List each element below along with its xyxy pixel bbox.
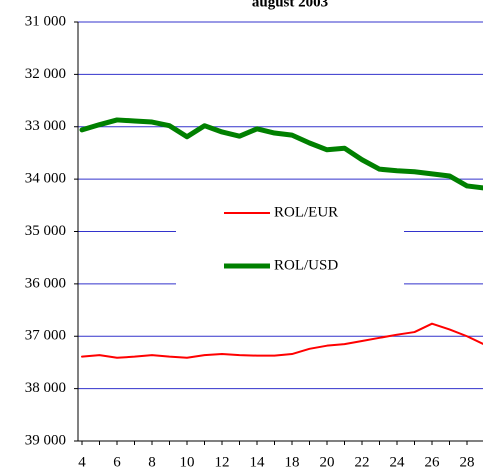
y-tick-label: 32 000: [25, 66, 66, 82]
series-line: [81, 322, 483, 359]
y-tick-label: 38 000: [25, 380, 66, 396]
x-tick-label: 10: [180, 454, 195, 470]
x-tick-label: 6: [113, 454, 121, 470]
x-tick-label: 14: [250, 454, 266, 470]
y-tick-label: 35 000: [25, 223, 66, 239]
x-tick-label: 12: [215, 454, 230, 470]
x-tick-label: 8: [148, 454, 156, 470]
chart-title: august 2003: [252, 0, 328, 10]
y-tick-label: 39 000: [25, 432, 66, 448]
legend-label: ROL/EUR: [274, 204, 338, 220]
x-tick-label: 26: [425, 454, 441, 470]
legend-label: ROL/USD: [274, 257, 338, 273]
y-tick-label: 37 000: [25, 328, 66, 344]
x-tick-label: 28: [460, 454, 475, 470]
y-tick-label: 33 000: [25, 118, 66, 134]
series-line: [79, 117, 483, 191]
x-tick-label: 22: [355, 454, 370, 470]
x-tick-label: 18: [285, 454, 300, 470]
x-tick-label: 4: [78, 454, 86, 470]
y-tick-label: 36 000: [25, 275, 66, 291]
legend-box: [176, 198, 404, 288]
x-tick-label: 20: [320, 454, 335, 470]
x-tick-label: 24: [390, 454, 406, 470]
y-tick-label: 34 000: [25, 171, 66, 187]
y-tick-label: 31 000: [25, 13, 66, 29]
